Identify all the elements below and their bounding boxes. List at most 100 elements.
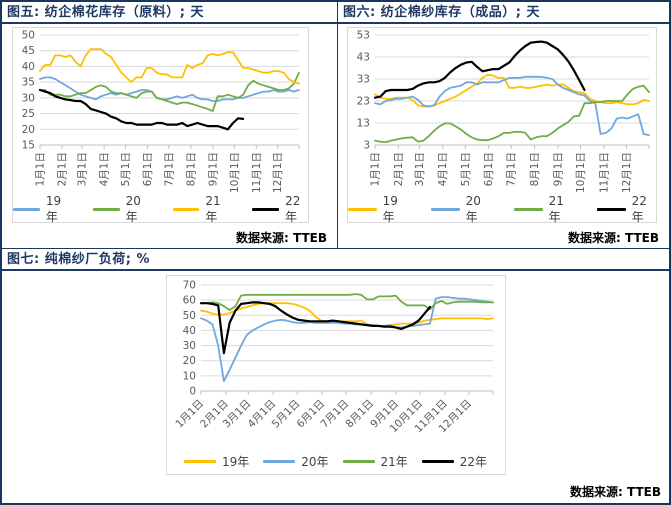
legend-label: 20年 [125, 194, 141, 224]
fig6-chartbox: 53 43 33 23 13 3 1月1日 2月1日 3月1日 4月1日 5月1日 6月1日 7月1日 8… [347, 27, 657, 225]
legend-label: 21年 [205, 194, 221, 224]
legend-item-22年: 22年 [421, 453, 487, 470]
legend-line-swatch [252, 208, 280, 211]
x-tick-label: 2月1日 [393, 152, 405, 186]
legend-item-20年: 20年 [431, 194, 490, 225]
legend-item-21年: 21年 [514, 194, 573, 225]
legend-item-22年: 22年 [597, 194, 656, 225]
legend-line-swatch [13, 208, 40, 211]
fig7-title: 图七: 纯棉纱厂负荷; % [2, 249, 669, 271]
fig5-chartbox: 50 45 40 35 30 25 20 15 1月1日 2月1日 3月1日 4月1日 5月1日 6月1日… [12, 27, 309, 225]
panel-fig5: 图五: 纺企棉花库存（原料）; 天 50 45 40 35 30 25 20 15 1月1日 2月… [2, 2, 338, 248]
x-tick-label: 11月1日 [598, 152, 610, 193]
legend-line-swatch [597, 208, 626, 211]
legend-label: 22年 [631, 194, 647, 224]
legend-line-swatch [183, 460, 216, 463]
x-tick-label: 3月1日 [76, 152, 88, 186]
legend-label: 21年 [380, 455, 408, 469]
legend-item-22年: 22年 [252, 194, 308, 225]
x-tick-label: 9月1日 [552, 152, 564, 186]
legend-item-19年: 19年 [183, 453, 250, 470]
x-tick-label: 10月1日 [575, 152, 587, 193]
series-line-19年 [199, 302, 494, 327]
legend-line-swatch [342, 460, 375, 463]
legend-item-21年: 21年 [342, 453, 408, 470]
x-tick-label: 10月1日 [228, 152, 240, 193]
x-tick-label: 12月1日 [621, 152, 633, 193]
legend-item-19年: 19年 [13, 194, 69, 225]
y-tick-label: 60 [182, 295, 195, 307]
fig6-source: 数据来源: TTEB [568, 231, 659, 245]
y-tick-label: 35 [21, 77, 34, 89]
legend-line-swatch [263, 460, 296, 463]
y-tick-label: 0 [189, 386, 196, 398]
x-tick-label: 6月1日 [483, 152, 495, 186]
x-tick-label: 1月1日 [34, 152, 46, 186]
legend-label: 20年 [301, 455, 329, 469]
series-line-21年 [374, 84, 650, 143]
y-tick-label: 40 [21, 61, 34, 73]
legend-line-swatch [431, 208, 460, 211]
legend-label: 19年 [221, 455, 250, 469]
fig5-legend: 19年 20年 21年 22年 [13, 194, 308, 225]
fig7-plot: 7060504030201001月1日2月1日3月1日4月1日5月1日6月1日7… [173, 280, 494, 435]
x-tick-label: 11月1日 [250, 152, 262, 193]
legend-item-20年: 20年 [92, 194, 149, 225]
x-tick-label: 9月1日 [207, 152, 219, 186]
series-line-21年 [38, 48, 300, 85]
y-tick-label: 20 [182, 355, 195, 367]
legend-item-20年: 20年 [263, 453, 329, 470]
legend-item-19年: 19年 [348, 194, 407, 225]
legend-item-21年: 21年 [172, 194, 229, 225]
x-tick-label: 6月1日 [141, 152, 153, 186]
x-tick-label: 1月1日 [370, 152, 382, 186]
x-tick-label: 4月1日 [98, 152, 110, 186]
top-row: 图五: 纺企棉花库存（原料）; 天 50 45 40 35 30 25 20 15 1月1日 2月… [2, 2, 669, 249]
x-tick-label: 4月1日 [437, 152, 449, 186]
series-line-22年 [199, 301, 431, 355]
fig7-chartbox: 70 60 50 40 30 20 10 0 1月1日 2月1日 3月1日 4月1日 5月1日 6月1日 7… [165, 275, 506, 475]
fig7-legend: 19年 20年 21年 22年 [167, 449, 505, 474]
fig5-title: 图五: 纺企棉花库存（原料）; 天 [2, 2, 337, 24]
series-line-19年 [374, 73, 650, 108]
x-tick-label: 7月1日 [163, 152, 175, 186]
y-tick-label: 3 [363, 140, 370, 152]
y-tick-label: 70 [182, 280, 195, 292]
fig6-title: 图六: 纺企棉纱库存（成品）; 天 [338, 2, 669, 24]
y-tick-label: 20 [21, 124, 34, 136]
fig6-legend: 19年 20年 21年 22年 [348, 194, 656, 225]
x-tick-label: 5月1日 [119, 152, 131, 186]
x-tick-label: 12月1日 [272, 152, 284, 193]
series-line-20年 [374, 75, 650, 136]
legend-line-swatch [421, 460, 454, 463]
y-tick-label: 25 [21, 108, 34, 120]
y-tick-label: 30 [182, 340, 195, 352]
x-tick-label: 3月1日 [414, 152, 426, 186]
series-line-20年 [38, 71, 300, 112]
legend-label: 20年 [465, 194, 481, 224]
series-line-22年 [38, 88, 244, 131]
y-tick-label: 45 [21, 45, 34, 57]
x-tick-label: 2月1日 [56, 152, 68, 186]
legend-label: 19年 [382, 194, 398, 224]
series-line-22年 [373, 40, 586, 99]
legend-line-swatch [92, 208, 120, 211]
x-tick-label: 7月1日 [506, 152, 518, 186]
series-line-21年 [199, 293, 494, 311]
y-tick-label: 30 [21, 92, 34, 104]
legend-line-swatch [172, 208, 200, 211]
y-tick-label: 10 [182, 370, 195, 382]
y-tick-label: 33 [357, 74, 370, 86]
y-tick-label: 43 [357, 52, 370, 64]
y-tick-label: 13 [357, 118, 370, 130]
series-line-20年 [199, 296, 494, 383]
x-tick-label: 8月1日 [529, 152, 541, 186]
legend-label: 22年 [285, 194, 301, 224]
y-tick-label: 40 [182, 325, 195, 337]
y-tick-label: 23 [357, 96, 370, 108]
legend-line-swatch [514, 208, 543, 211]
fig7-source: 数据来源: TTEB [570, 485, 661, 499]
